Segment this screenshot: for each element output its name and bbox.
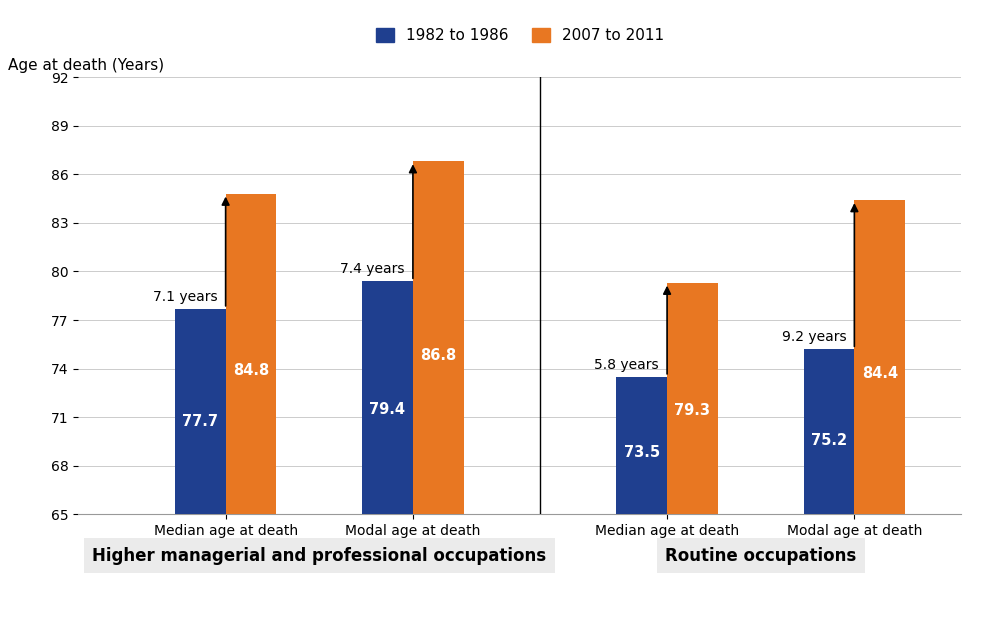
Text: 79.3: 79.3 [675, 403, 710, 418]
Bar [226, 194, 277, 514]
Text: 73.5: 73.5 [624, 445, 660, 460]
Text: 84.4: 84.4 [861, 365, 898, 381]
Text: Age at death (Years): Age at death (Years) [8, 58, 164, 73]
Text: 79.4: 79.4 [370, 402, 405, 417]
Text: Routine occupations: Routine occupations [665, 547, 856, 565]
Text: 84.8: 84.8 [232, 363, 269, 377]
Legend: 1982 to 1986, 2007 to 2011: 1982 to 1986, 2007 to 2011 [376, 28, 664, 43]
Bar [413, 161, 464, 514]
Bar [803, 349, 854, 514]
Bar [175, 309, 226, 514]
Text: 7.1 years: 7.1 years [153, 290, 218, 304]
Text: 9.2 years: 9.2 years [782, 331, 847, 345]
Text: 77.7: 77.7 [182, 414, 218, 430]
Bar [616, 377, 667, 514]
Bar [667, 283, 718, 514]
Text: 86.8: 86.8 [420, 348, 456, 363]
Text: 7.4 years: 7.4 years [340, 262, 405, 276]
Text: 75.2: 75.2 [811, 433, 847, 448]
Bar [362, 281, 413, 514]
Text: Higher managerial and professional occupations: Higher managerial and professional occup… [92, 547, 546, 565]
Text: 5.8 years: 5.8 years [594, 358, 659, 372]
Bar [854, 200, 905, 514]
